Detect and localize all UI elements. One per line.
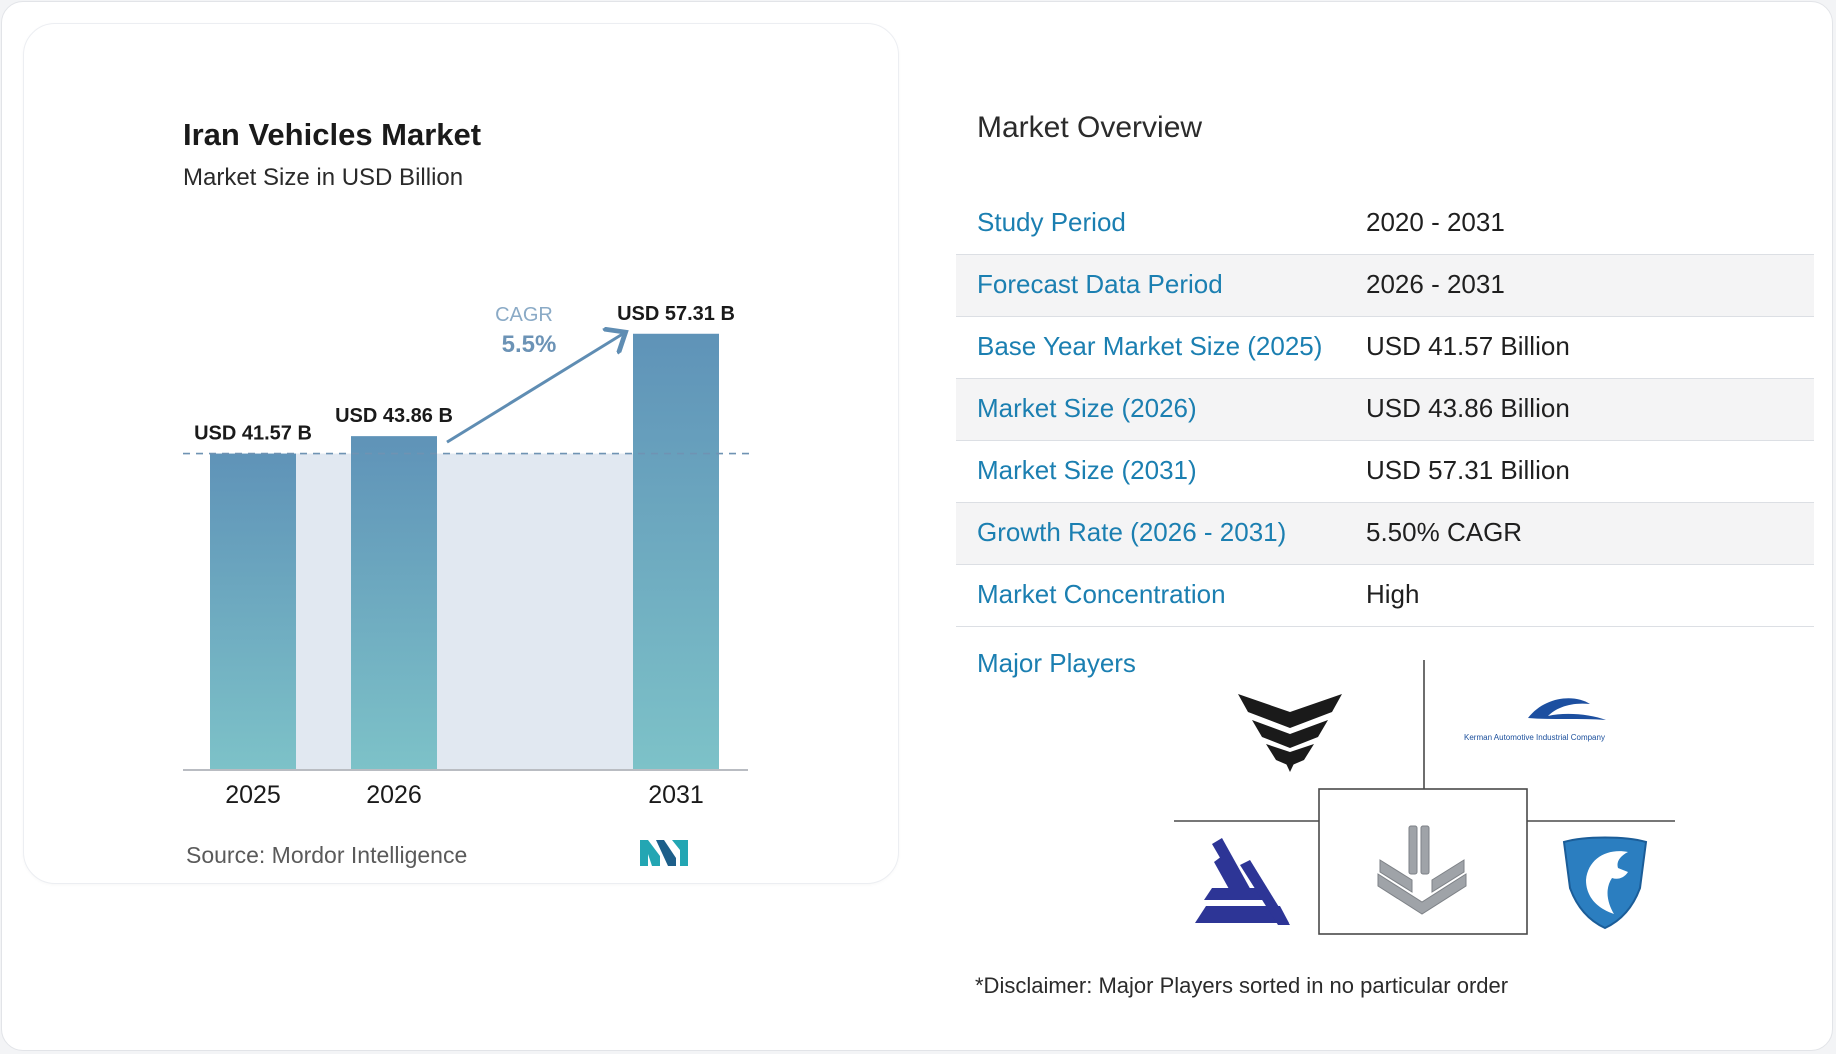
data-label: USD 57.31 B bbox=[617, 303, 735, 325]
source-label: Source: bbox=[186, 842, 266, 868]
kerman-swoosh-logo-icon bbox=[1528, 698, 1606, 720]
overview-row: Study Period 2020 - 2031 bbox=[956, 193, 1814, 255]
bar-chart: USD 41.57 B 2025 USD 43.86 B 2026 USD 57.31 … bbox=[183, 303, 750, 809]
major-players-label: Major Players bbox=[977, 648, 1136, 678]
overview-row: Market Size (2026) USD 43.86 Billion bbox=[956, 379, 1814, 441]
bar-2025 bbox=[210, 453, 296, 770]
cagr-label: CAGR bbox=[495, 304, 553, 326]
row-label: Study Period bbox=[977, 207, 1126, 237]
mordor-logo-icon bbox=[640, 840, 688, 866]
base-level-band bbox=[253, 453, 676, 770]
row-label: Market Concentration bbox=[977, 579, 1226, 609]
row-value: USD 57.31 Billion bbox=[1366, 455, 1570, 485]
disclaimer-text: *Disclaimer: Major Players sorted in no … bbox=[975, 973, 1509, 998]
source-name: Mordor Intelligence bbox=[271, 842, 468, 868]
row-label: Market Size (2026) bbox=[977, 393, 1197, 423]
row-value: USD 41.57 Billion bbox=[1366, 331, 1570, 361]
x-tick-label: 2026 bbox=[366, 781, 422, 809]
overview-row: Market Size (2031) USD 57.31 Billion bbox=[956, 441, 1814, 503]
bar-2026 bbox=[351, 436, 437, 770]
row-value: High bbox=[1366, 579, 1420, 609]
overview-row: Base Year Market Size (2025) USD 41.57 B… bbox=[956, 317, 1814, 379]
chart-title: Iran Vehicles Market bbox=[183, 117, 482, 152]
cagr-value: 5.5% bbox=[502, 331, 557, 358]
source-text: Source: Mordor Intelligence bbox=[186, 842, 467, 869]
kerman-logo-text: Kerman Automotive Industrial Company bbox=[1464, 733, 1605, 742]
chart-subtitle: Market Size in USD Billion bbox=[183, 164, 464, 191]
bar-2031 bbox=[633, 333, 719, 770]
horse-shield-logo-icon bbox=[1562, 836, 1648, 930]
data-label: USD 43.86 B bbox=[335, 405, 453, 427]
row-value: 2020 - 2031 bbox=[1366, 207, 1505, 237]
row-label: Forecast Data Period bbox=[977, 269, 1223, 299]
triangle-stripes-logo-icon bbox=[1195, 838, 1290, 925]
x-tick-label: 2031 bbox=[648, 781, 704, 809]
row-value: USD 43.86 Billion bbox=[1366, 393, 1570, 423]
row-value: 5.50% CAGR bbox=[1366, 517, 1523, 547]
saipa-chevron-logo-icon bbox=[1377, 825, 1467, 915]
overview-row: Market Concentration High bbox=[956, 565, 1814, 627]
row-label: Market Size (2031) bbox=[977, 455, 1197, 485]
row-value: 2026 - 2031 bbox=[1366, 269, 1505, 299]
data-label: USD 41.57 B bbox=[194, 423, 312, 445]
row-label: Base Year Market Size (2025) bbox=[977, 331, 1323, 361]
row-label: Growth Rate (2026 - 2031) bbox=[977, 517, 1287, 547]
x-tick-label: 2025 bbox=[225, 781, 281, 809]
overview-row: Growth Rate (2026 - 2031) 5.50% CAGR bbox=[956, 503, 1814, 565]
cagr-arrow bbox=[446, 334, 623, 444]
overview-table: Study Period 2020 - 2031 Forecast Data P… bbox=[956, 193, 1814, 627]
overview-row: Forecast Data Period 2026 - 2031 bbox=[956, 255, 1814, 317]
chevron-shield-logo-icon bbox=[1238, 694, 1342, 772]
overview-title: Market Overview bbox=[977, 111, 1203, 144]
